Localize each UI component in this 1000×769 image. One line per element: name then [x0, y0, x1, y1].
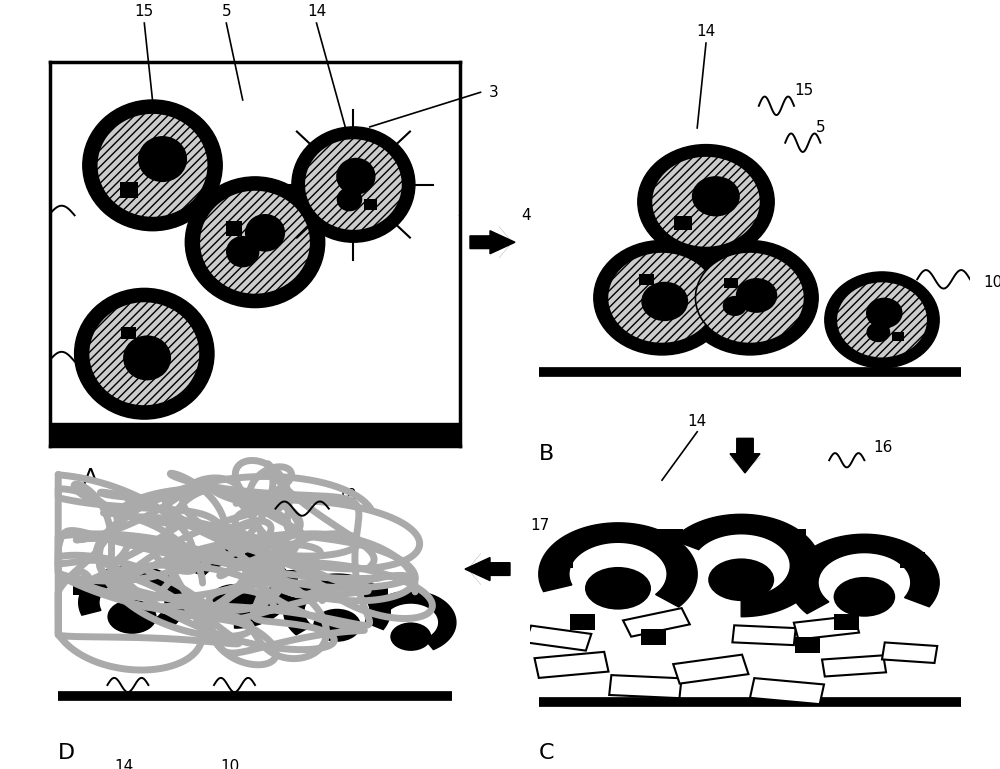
Circle shape: [692, 176, 740, 216]
Polygon shape: [366, 591, 456, 650]
Circle shape: [641, 281, 688, 321]
Bar: [278, 570, 298, 584]
Bar: [548, 552, 573, 568]
Bar: [623, 608, 690, 637]
Polygon shape: [185, 548, 292, 628]
Circle shape: [651, 156, 761, 248]
Circle shape: [245, 214, 285, 251]
Bar: [732, 625, 796, 645]
Text: A: A: [83, 468, 98, 488]
Polygon shape: [79, 565, 185, 626]
Text: 3: 3: [489, 85, 498, 100]
Text: 14: 14: [307, 4, 326, 19]
Text: 10: 10: [221, 759, 240, 769]
Bar: [609, 675, 682, 698]
Circle shape: [336, 158, 376, 195]
Bar: [364, 199, 377, 210]
Circle shape: [866, 322, 890, 342]
Bar: [526, 626, 591, 651]
Text: 16: 16: [873, 440, 893, 454]
Circle shape: [607, 252, 717, 344]
Circle shape: [75, 288, 214, 419]
Circle shape: [97, 113, 208, 218]
Text: 15: 15: [135, 4, 154, 19]
Text: 14: 14: [688, 414, 707, 429]
Bar: [900, 552, 925, 568]
Circle shape: [208, 584, 261, 621]
Bar: [535, 652, 609, 678]
Polygon shape: [284, 574, 390, 635]
Circle shape: [594, 241, 730, 355]
Circle shape: [695, 252, 805, 344]
Polygon shape: [790, 534, 939, 614]
FancyArrow shape: [470, 231, 515, 254]
Bar: [368, 588, 388, 601]
Circle shape: [585, 567, 651, 610]
Circle shape: [708, 558, 774, 601]
Bar: [834, 614, 859, 631]
Circle shape: [185, 177, 325, 308]
Bar: [50, 423, 460, 446]
FancyArrow shape: [465, 558, 510, 581]
Circle shape: [313, 609, 361, 642]
Text: 14: 14: [696, 25, 716, 39]
Bar: [120, 182, 138, 198]
Bar: [175, 559, 195, 572]
Text: 5: 5: [221, 4, 231, 19]
Circle shape: [638, 145, 774, 259]
Circle shape: [199, 190, 311, 295]
Text: 14: 14: [114, 759, 133, 769]
Circle shape: [736, 278, 777, 313]
Circle shape: [89, 301, 200, 406]
Bar: [782, 529, 806, 545]
Bar: [226, 221, 242, 236]
Bar: [724, 278, 738, 288]
Circle shape: [304, 138, 403, 231]
Circle shape: [337, 188, 362, 211]
Text: 17: 17: [530, 518, 549, 533]
Bar: [570, 614, 595, 631]
Bar: [882, 642, 937, 663]
Circle shape: [866, 298, 903, 328]
Text: 10: 10: [983, 275, 1000, 291]
Bar: [673, 654, 748, 684]
Bar: [794, 616, 859, 640]
Circle shape: [123, 335, 171, 381]
Text: 5: 5: [816, 120, 826, 135]
Circle shape: [390, 622, 431, 651]
Text: 15: 15: [794, 83, 813, 98]
Bar: [641, 629, 666, 644]
Circle shape: [723, 296, 747, 316]
FancyArrow shape: [730, 438, 760, 473]
Circle shape: [226, 236, 259, 268]
Polygon shape: [539, 523, 697, 607]
Polygon shape: [673, 514, 820, 617]
Circle shape: [107, 600, 157, 634]
Bar: [750, 678, 824, 704]
Circle shape: [834, 577, 895, 617]
Bar: [892, 331, 904, 341]
Bar: [674, 216, 692, 230]
Text: B: B: [539, 444, 554, 464]
Bar: [639, 274, 654, 285]
Bar: [73, 581, 93, 595]
Circle shape: [836, 281, 928, 358]
Bar: [121, 327, 136, 339]
Circle shape: [825, 272, 939, 368]
Bar: [658, 529, 683, 545]
Bar: [822, 655, 886, 677]
Circle shape: [83, 100, 222, 231]
Circle shape: [292, 127, 415, 242]
Text: D: D: [58, 743, 75, 763]
Text: C: C: [539, 743, 554, 763]
Circle shape: [682, 241, 818, 355]
Circle shape: [138, 136, 187, 182]
Text: 4: 4: [522, 208, 531, 223]
Text: 18: 18: [337, 488, 356, 503]
Bar: [795, 638, 820, 653]
